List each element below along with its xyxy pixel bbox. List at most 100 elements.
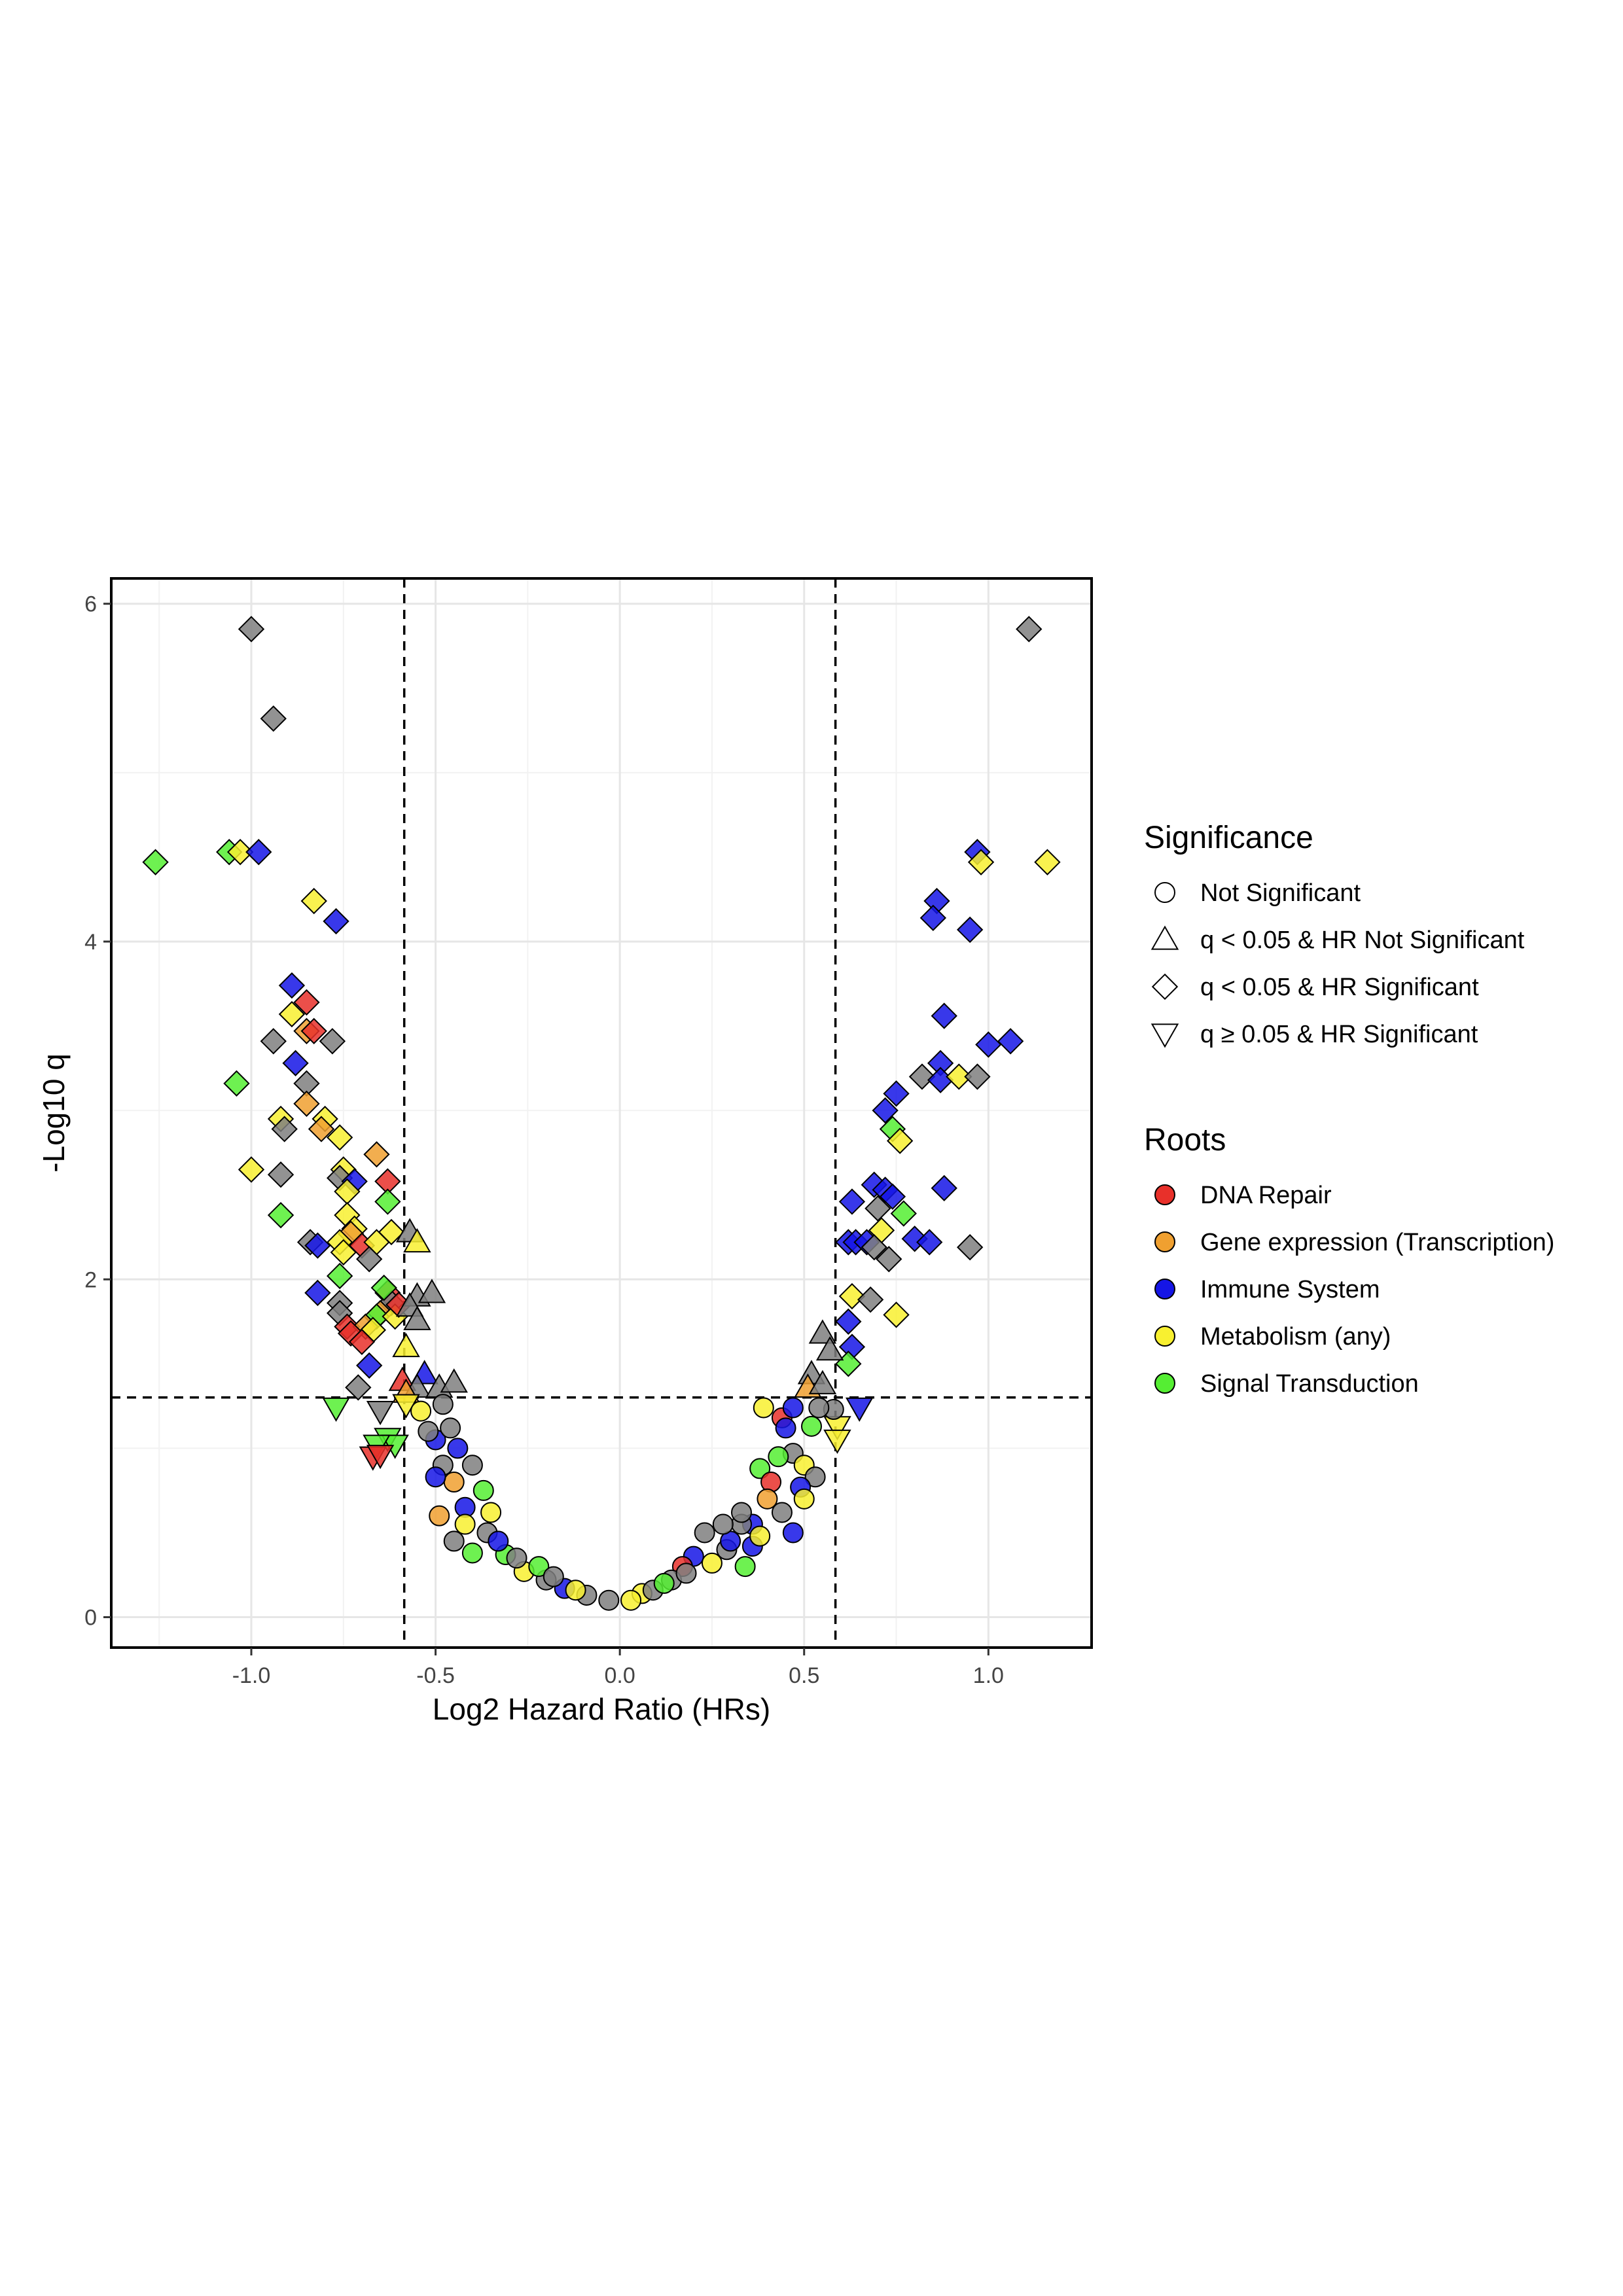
data-point-triangle-up	[808, 1369, 837, 1394]
y-tick-label: 4	[84, 930, 97, 955]
data-point-diamond	[1016, 616, 1043, 643]
legend-key-diamond	[1151, 973, 1179, 1000]
data-point-diamond	[967, 849, 995, 875]
threshold-lines	[111, 578, 1092, 1648]
data-point-triangle-down	[823, 1429, 851, 1455]
data-point-circle	[675, 1563, 697, 1584]
data-point-circle	[418, 1421, 439, 1442]
data-point-circle	[410, 1400, 432, 1422]
data-point-diamond	[326, 1262, 353, 1290]
data-point-circle	[694, 1522, 715, 1544]
panel-background	[111, 578, 1092, 1648]
data-point-diamond	[363, 1141, 390, 1168]
legend-color-swatch	[1154, 1231, 1175, 1252]
data-point-triangle-up	[440, 1368, 468, 1393]
data-point-triangle-up	[403, 1227, 431, 1253]
data-point-diamond	[323, 908, 349, 935]
data-point-diamond	[300, 887, 327, 915]
data-point-diamond	[282, 1050, 309, 1077]
data-point-diamond	[223, 1070, 250, 1097]
data-point-diamond	[876, 1246, 902, 1273]
data-point-circle	[425, 1466, 446, 1488]
data-point-circle	[454, 1513, 476, 1535]
data-point-circle	[440, 1417, 461, 1439]
data-point-triangle-down	[366, 1445, 395, 1470]
data-point-diamond	[964, 1063, 991, 1090]
data-point-circle	[749, 1525, 771, 1547]
data-point-circle	[429, 1505, 450, 1527]
data-point-circle	[543, 1566, 564, 1587]
data-point-diamond	[271, 1116, 298, 1142]
legend-key-triangle-up	[1150, 925, 1179, 950]
data-point-diamond	[956, 1234, 984, 1261]
plot-panel	[110, 577, 1093, 1649]
legend-color-swatch	[1154, 1184, 1175, 1205]
data-point-diamond	[293, 989, 320, 1016]
data-point-diamond	[883, 1301, 910, 1328]
data-point-circle	[488, 1530, 509, 1552]
data-point-circle	[782, 1522, 804, 1544]
data-point-diamond	[975, 1031, 1002, 1058]
data-point-triangle-down	[845, 1397, 874, 1422]
data-point-circle	[804, 1466, 826, 1488]
data-point-circle	[701, 1552, 722, 1574]
roots-legend-label: Metabolism (any)	[1200, 1323, 1391, 1351]
data-point-diamond	[304, 1279, 331, 1307]
significance-legend-label: q < 0.05 & HR Significant	[1200, 974, 1479, 1001]
data-point-circle	[447, 1438, 469, 1459]
data-point-circle	[793, 1488, 815, 1510]
data-point-diamond	[931, 1002, 957, 1029]
data-point-diamond	[997, 1028, 1024, 1055]
data-point-circle	[432, 1394, 454, 1415]
roots-legend-label: DNA Repair	[1200, 1182, 1332, 1209]
x-tick-label: -0.5	[416, 1663, 455, 1688]
data-point-circle	[480, 1502, 502, 1523]
data-point-circle	[443, 1530, 465, 1552]
data-point-circle	[731, 1502, 752, 1523]
y-axis-title: -Log10 q	[37, 1053, 71, 1173]
significance-legend-label: Not Significant	[1200, 879, 1361, 907]
data-point-circle	[808, 1397, 830, 1419]
x-axis-title: Log2 Hazard Ratio (HRs)	[433, 1692, 770, 1726]
x-tick-label: 0.0	[605, 1663, 635, 1688]
y-tick-label: 2	[84, 1267, 97, 1292]
data-point-diamond	[260, 1028, 287, 1055]
x-tick-label: -1.0	[232, 1663, 271, 1688]
legend-color-swatch	[1154, 1373, 1175, 1394]
legend-color-swatch	[1154, 1326, 1175, 1347]
data-point-diamond	[278, 1000, 306, 1028]
data-point-diamond	[835, 1308, 862, 1335]
data-point-circle	[782, 1397, 804, 1419]
data-point-triangle-up	[808, 1319, 837, 1344]
data-point-diamond	[865, 1195, 891, 1222]
data-point-circle	[753, 1397, 774, 1419]
roots-legend-label: Immune System	[1200, 1276, 1380, 1303]
gridlines	[111, 578, 1092, 1648]
data-point-diamond	[356, 1352, 383, 1379]
data-point-circle	[757, 1488, 778, 1510]
data-point-diamond	[919, 904, 947, 932]
data-point-diamond	[883, 1080, 910, 1107]
data-point-diamond	[300, 1017, 327, 1044]
y-axis: 0 2 4 6	[84, 592, 111, 1631]
data-point-diamond	[879, 1183, 906, 1210]
data-point-triangle-down	[366, 1400, 395, 1426]
data-point-circle	[712, 1513, 734, 1535]
data-point-circle	[528, 1556, 550, 1578]
data-point-diamond	[956, 916, 984, 944]
data-point-circle	[506, 1547, 527, 1569]
x-tick-label: 0.5	[789, 1663, 819, 1688]
legend-color-swatch	[1154, 1279, 1175, 1299]
data-point-triangle-up	[418, 1279, 446, 1303]
data-point-diamond	[946, 1063, 972, 1090]
significance-legend-entries: Not Significant q < 0.05 & HR Not Signifi…	[1150, 879, 1525, 1048]
x-axis: -1.0 -0.5 0.0 0.5 1.0	[232, 1648, 1004, 1688]
data-point-circle	[598, 1589, 620, 1611]
roots-legend-entries: DNA Repair Gene expression (Transcription…	[1154, 1182, 1554, 1398]
significance-legend-title: Significance	[1144, 821, 1313, 855]
significance-legend-label: q < 0.05 & HR Not Significant	[1200, 927, 1525, 954]
data-point-diamond	[304, 1232, 331, 1259]
data-point-circle	[443, 1472, 465, 1493]
data-point-diamond	[857, 1286, 884, 1313]
